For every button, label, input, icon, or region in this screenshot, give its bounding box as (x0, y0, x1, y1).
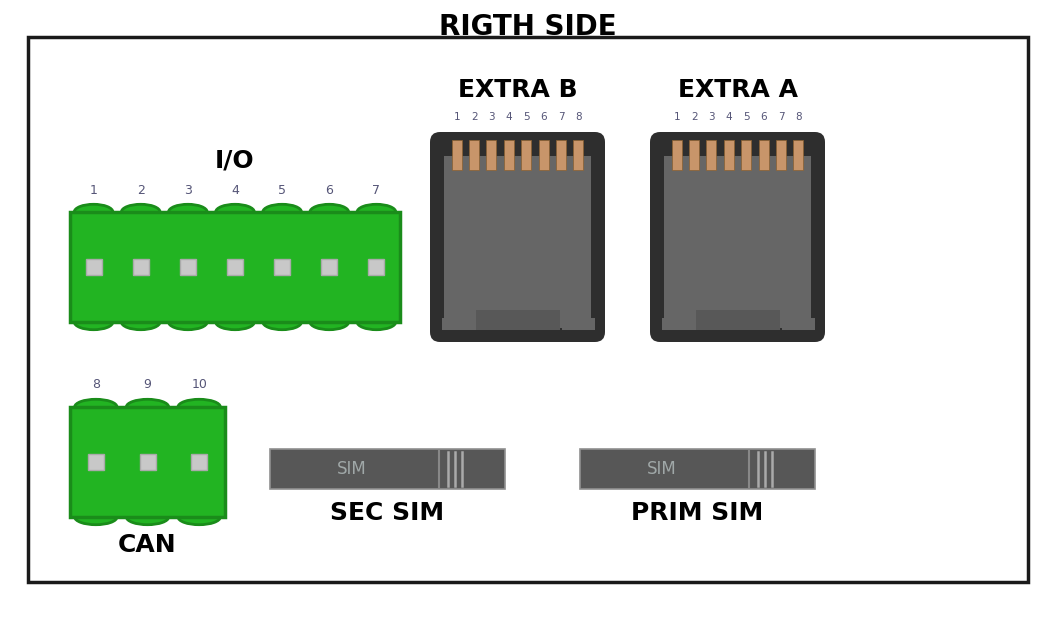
Bar (539, 140, 549, 170)
Bar (758, 140, 769, 170)
Bar (86, 259, 101, 275)
Bar (70, 212, 400, 322)
Text: 5: 5 (278, 184, 286, 196)
Text: 6: 6 (760, 112, 767, 122)
Text: 4: 4 (725, 112, 732, 122)
Text: 10: 10 (191, 379, 207, 391)
Text: 3: 3 (488, 112, 495, 122)
Ellipse shape (357, 314, 396, 330)
Text: EXTRA A: EXTRA A (678, 78, 797, 102)
Ellipse shape (74, 204, 113, 219)
Bar (573, 140, 583, 170)
Ellipse shape (263, 204, 301, 219)
Ellipse shape (310, 204, 348, 219)
Text: 7: 7 (777, 112, 785, 122)
Bar (469, 140, 479, 170)
Text: 7: 7 (373, 184, 380, 196)
Text: 8: 8 (795, 112, 802, 122)
Bar (696, 310, 779, 330)
Bar (487, 140, 496, 170)
Text: 4: 4 (231, 184, 239, 196)
Text: 6: 6 (325, 184, 334, 196)
Bar (275, 259, 290, 275)
Text: 4: 4 (506, 112, 512, 122)
Text: 2: 2 (691, 112, 697, 122)
Text: RIGTH SIDE: RIGTH SIDE (439, 13, 617, 41)
Bar (139, 454, 155, 470)
Text: I/O: I/O (215, 148, 254, 172)
Bar (70, 212, 400, 322)
Bar (321, 259, 337, 275)
Ellipse shape (263, 314, 301, 330)
Bar (70, 407, 225, 517)
Bar (180, 259, 195, 275)
Bar (133, 259, 149, 275)
Bar (723, 140, 734, 170)
Bar (706, 140, 716, 170)
Ellipse shape (215, 204, 254, 219)
Ellipse shape (178, 509, 221, 525)
Bar (444, 156, 591, 328)
Bar (88, 454, 103, 470)
Bar (475, 310, 560, 330)
FancyBboxPatch shape (430, 132, 605, 342)
Text: 1: 1 (674, 112, 680, 122)
Bar (781, 318, 815, 330)
Bar (689, 140, 699, 170)
Text: SIM: SIM (647, 460, 677, 478)
Bar (555, 140, 566, 170)
Ellipse shape (75, 399, 117, 414)
Text: 3: 3 (709, 112, 715, 122)
Bar (741, 140, 751, 170)
Bar (580, 449, 815, 489)
Bar (369, 259, 384, 275)
Ellipse shape (215, 314, 254, 330)
Bar (793, 140, 804, 170)
Text: CAN: CAN (118, 533, 176, 557)
Text: 8: 8 (576, 112, 582, 122)
Bar (442, 318, 475, 330)
Text: SIM: SIM (337, 460, 367, 478)
Bar (664, 156, 811, 328)
Text: 9: 9 (144, 379, 151, 391)
Bar (672, 140, 682, 170)
FancyBboxPatch shape (650, 132, 825, 342)
Bar (662, 318, 696, 330)
Text: EXTRA B: EXTRA B (457, 78, 578, 102)
Text: 2: 2 (137, 184, 145, 196)
Ellipse shape (169, 204, 207, 219)
Ellipse shape (127, 509, 169, 525)
Bar (522, 140, 531, 170)
Bar (452, 140, 461, 170)
Text: 7: 7 (558, 112, 564, 122)
Text: 5: 5 (523, 112, 529, 122)
Bar (776, 140, 786, 170)
Bar (70, 407, 225, 517)
Ellipse shape (178, 399, 221, 414)
Text: 5: 5 (742, 112, 750, 122)
Text: 3: 3 (184, 184, 192, 196)
Text: PRIM SIM: PRIM SIM (631, 501, 763, 525)
Text: 1: 1 (90, 184, 97, 196)
Bar (562, 318, 595, 330)
Ellipse shape (127, 399, 169, 414)
Bar (504, 140, 514, 170)
Bar (191, 454, 207, 470)
Text: 8: 8 (92, 379, 100, 391)
Ellipse shape (357, 204, 396, 219)
Text: 6: 6 (541, 112, 547, 122)
Bar (270, 449, 505, 489)
Text: 2: 2 (471, 112, 477, 122)
Ellipse shape (121, 204, 161, 219)
Text: 1: 1 (453, 112, 460, 122)
Ellipse shape (121, 314, 161, 330)
FancyBboxPatch shape (29, 37, 1027, 582)
Ellipse shape (310, 314, 348, 330)
Ellipse shape (74, 314, 113, 330)
Ellipse shape (169, 314, 207, 330)
Ellipse shape (75, 509, 117, 525)
Bar (227, 259, 243, 275)
Text: SEC SIM: SEC SIM (331, 501, 445, 525)
